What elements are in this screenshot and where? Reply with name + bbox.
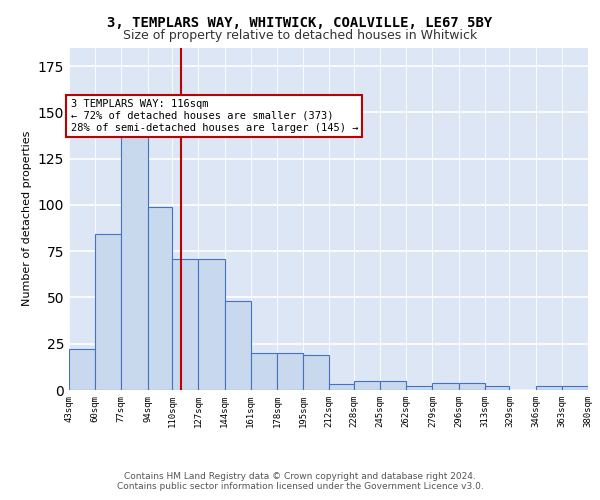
Bar bbox=[433, 382, 458, 390]
Y-axis label: Number of detached properties: Number of detached properties bbox=[22, 131, 32, 306]
Bar bbox=[277, 353, 303, 390]
Bar bbox=[148, 206, 172, 390]
Text: 3, TEMPLARS WAY, WHITWICK, COALVILLE, LE67 5BY: 3, TEMPLARS WAY, WHITWICK, COALVILLE, LE… bbox=[107, 16, 493, 30]
Bar bbox=[485, 386, 509, 390]
Bar bbox=[224, 301, 251, 390]
Bar bbox=[380, 380, 406, 390]
Bar bbox=[329, 384, 354, 390]
Bar bbox=[199, 258, 224, 390]
Text: Size of property relative to detached houses in Whitwick: Size of property relative to detached ho… bbox=[123, 28, 477, 42]
Bar bbox=[458, 382, 485, 390]
Bar bbox=[536, 386, 562, 390]
Bar bbox=[69, 350, 95, 390]
Text: Contains HM Land Registry data © Crown copyright and database right 2024.
Contai: Contains HM Land Registry data © Crown c… bbox=[116, 472, 484, 491]
Bar bbox=[121, 120, 148, 390]
Text: 3 TEMPLARS WAY: 116sqm
← 72% of detached houses are smaller (373)
28% of semi-de: 3 TEMPLARS WAY: 116sqm ← 72% of detached… bbox=[71, 100, 358, 132]
Bar bbox=[406, 386, 433, 390]
Bar bbox=[172, 258, 199, 390]
Bar bbox=[354, 380, 380, 390]
Bar bbox=[95, 234, 121, 390]
Bar bbox=[251, 353, 277, 390]
Bar bbox=[303, 355, 329, 390]
Bar bbox=[562, 386, 588, 390]
